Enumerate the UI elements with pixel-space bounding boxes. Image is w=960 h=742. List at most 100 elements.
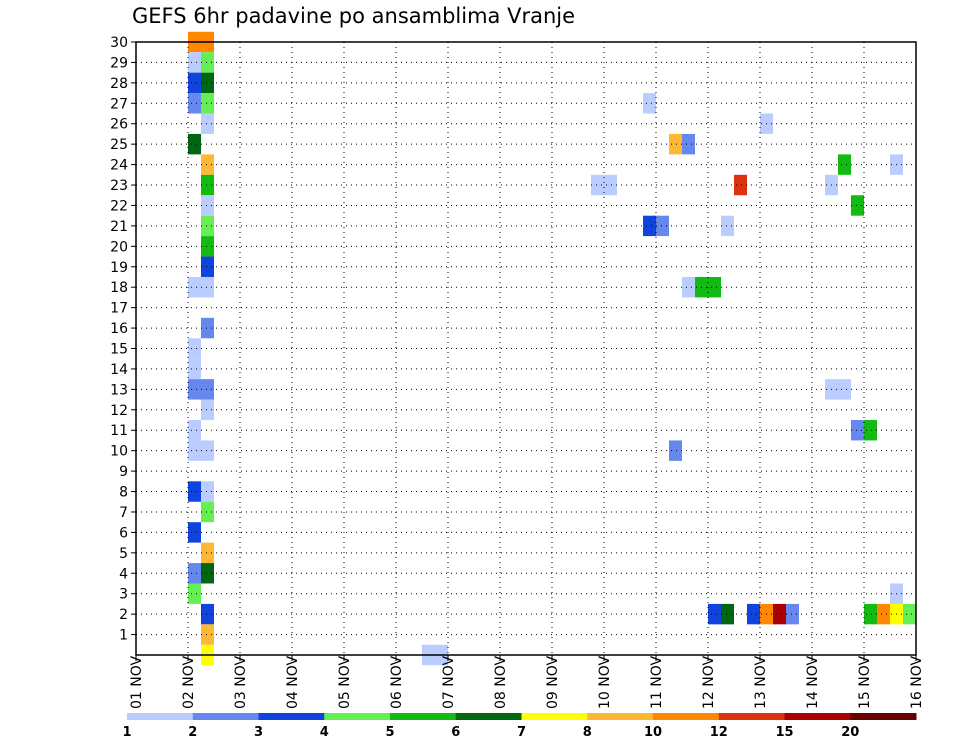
- y-tick-label: 8: [119, 485, 128, 501]
- legend-label: 10: [644, 725, 662, 740]
- legend-label: 7: [517, 725, 526, 740]
- heatmap-cell: [201, 317, 214, 339]
- heatmap-cell: [838, 379, 851, 400]
- legend-swatch: [324, 713, 391, 720]
- heatmap-cell: [201, 440, 214, 461]
- legend-label: 8: [583, 725, 592, 740]
- legend-swatch: [653, 713, 720, 720]
- x-tick-label: 13 NOV: [753, 655, 769, 709]
- heatmap-cell: [188, 583, 201, 604]
- legend-swatch: [192, 713, 259, 720]
- heatmap-cell: [201, 563, 214, 584]
- heatmap-cell: [201, 379, 214, 400]
- legend-swatch: [850, 713, 917, 720]
- heatmap-cell: [669, 440, 682, 461]
- heatmap-cell: [838, 154, 851, 175]
- x-tick-label: 11 NOV: [649, 655, 665, 709]
- legend-swatch: [455, 713, 522, 720]
- legend-label: 15: [775, 725, 793, 740]
- legend-label: 20: [841, 725, 859, 740]
- heatmap-cell: [188, 563, 201, 584]
- y-tick-label: 24: [110, 158, 128, 174]
- y-tick-label: 10: [110, 444, 128, 460]
- heatmap-cell: [188, 133, 201, 155]
- legend-label: 12: [710, 725, 728, 740]
- heatmap-cell: [188, 522, 201, 543]
- x-tick-label: 05 NOV: [337, 655, 353, 709]
- heatmap-cell: [201, 542, 214, 564]
- legend-label: 3: [254, 725, 263, 740]
- heatmap-cell: [201, 72, 214, 94]
- heatmap-cell: [643, 93, 656, 114]
- heatmap-cell: [903, 603, 916, 625]
- heatmap-cell: [201, 93, 214, 114]
- heatmap-cell: [877, 603, 890, 625]
- heatmap-cell: [721, 603, 734, 625]
- x-tick-label: 12 NOV: [701, 655, 717, 709]
- heatmap-cell: [201, 215, 214, 237]
- y-tick-label: 22: [110, 198, 128, 214]
- x-tick-label: 09 NOV: [545, 655, 561, 709]
- heatmap-cell: [643, 215, 656, 237]
- heatmap-cell: [591, 174, 604, 196]
- x-tick-label: 08 NOV: [493, 655, 509, 709]
- y-axis: 1234567891011121314151617181920212223242…: [110, 35, 136, 644]
- heatmap-cell: [708, 603, 721, 625]
- y-tick-label: 23: [110, 178, 128, 194]
- heatmap-cell: [851, 195, 864, 216]
- heatmap-cell: [201, 174, 214, 196]
- heatmap-cell: [201, 624, 214, 645]
- y-tick-label: 7: [119, 505, 128, 521]
- heatmap-cell: [201, 399, 214, 421]
- x-tick-label: 04 NOV: [285, 655, 301, 709]
- chart-title: GEFS 6hr padavine po ansamblima Vranje: [132, 4, 576, 28]
- y-tick-label: 4: [119, 566, 128, 582]
- legend-swatch: [718, 713, 785, 720]
- legend-swatch: [784, 713, 851, 720]
- y-tick-label: 20: [110, 239, 128, 255]
- y-tick-label: 14: [110, 362, 128, 378]
- y-tick-label: 6: [119, 525, 128, 541]
- heatmap-cell: [708, 276, 721, 298]
- legend-swatch: [258, 713, 325, 720]
- heatmap-cell: [864, 420, 877, 441]
- heatmap-cell: [656, 215, 669, 237]
- legend-label: 2: [188, 725, 197, 740]
- legend-swatch: [521, 713, 588, 720]
- x-tick-label: 16 NOV: [909, 655, 925, 709]
- heatmap-cell: [188, 72, 201, 94]
- x-axis: 01 NOV 02 NOV 03 NOV 04 NOV 05 NOV 06 NOV 07 N…: [129, 655, 925, 709]
- y-tick-label: 28: [110, 76, 128, 92]
- legend-label: 1: [122, 725, 131, 740]
- heatmap-cell: [201, 236, 214, 257]
- heatmap-cell: [201, 501, 214, 523]
- heatmap-cell: [188, 52, 201, 73]
- heatmap-cell: [721, 215, 734, 237]
- x-tick-label: 10 NOV: [597, 655, 613, 709]
- y-tick-label: 2: [119, 607, 128, 623]
- x-tick-label: 07 NOV: [441, 655, 457, 709]
- heatmap-cell: [201, 276, 214, 298]
- y-tick-label: 5: [119, 546, 128, 562]
- color-legend: 1 2 3 4 5 6 7 8 10 12 15 20: [122, 713, 917, 740]
- y-tick-label: 3: [119, 587, 128, 603]
- heatmap-cell: [734, 174, 747, 196]
- heatmap-cell: [188, 440, 201, 461]
- y-tick-label: 18: [110, 280, 128, 296]
- y-tick-label: 9: [119, 464, 128, 480]
- heatmap-cell: [682, 133, 695, 155]
- legend-label: 4: [320, 725, 329, 740]
- heatmap-cell: [188, 358, 201, 380]
- legend-label: 6: [451, 725, 460, 740]
- heatmap-cell: [188, 420, 201, 441]
- x-tick-label: 15 NOV: [857, 655, 873, 709]
- grid-lines: [136, 42, 916, 655]
- y-tick-label: 30: [110, 35, 128, 51]
- heatmap-cell: [188, 481, 201, 502]
- heatmap-cell: [786, 603, 799, 625]
- heatmap-cell: [201, 481, 214, 502]
- x-tick-label: 01 NOV: [129, 655, 145, 709]
- y-tick-label: 26: [110, 117, 128, 133]
- y-tick-label: 27: [110, 96, 128, 112]
